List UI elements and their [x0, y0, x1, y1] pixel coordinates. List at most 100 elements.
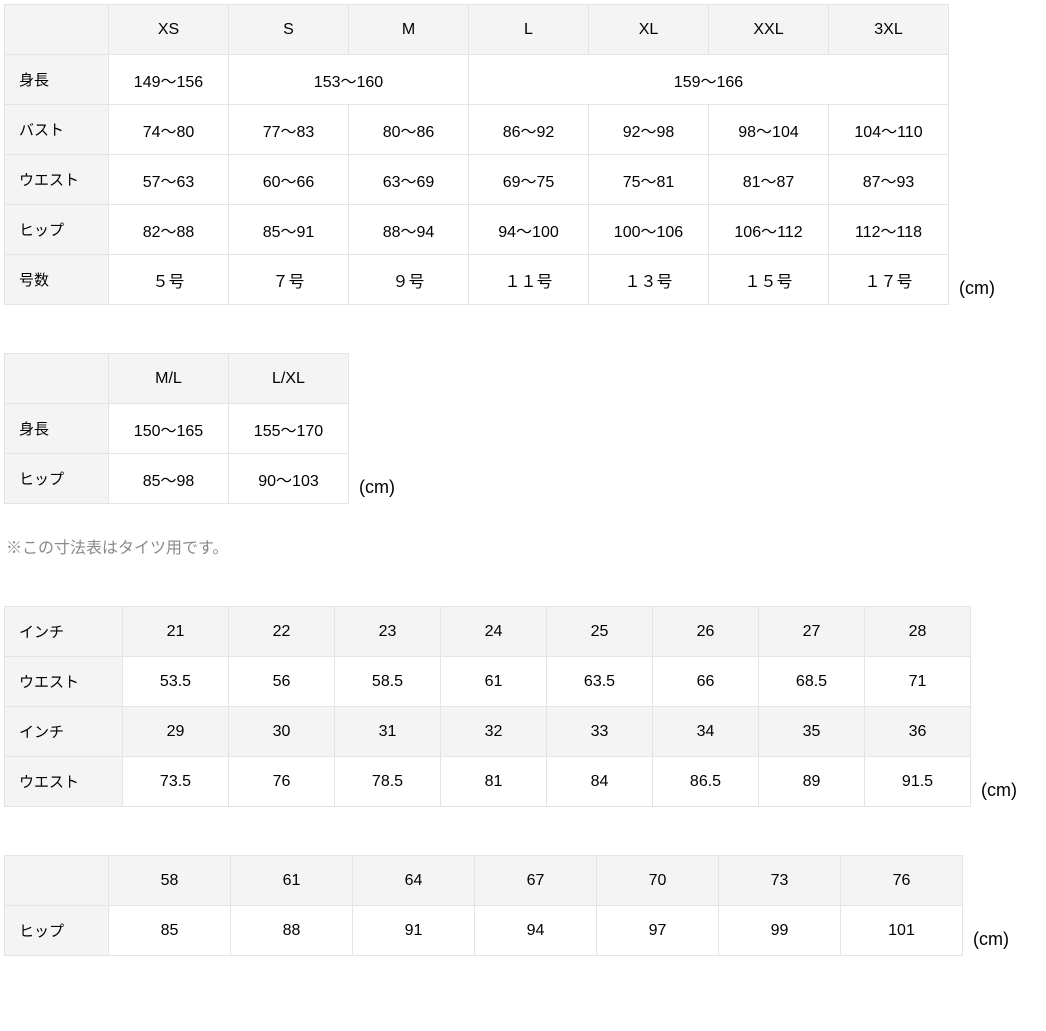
data-cell: 85〜91 — [229, 205, 349, 255]
data-cell: 74〜80 — [109, 105, 229, 155]
corner-cell — [5, 354, 109, 404]
table-row: ヒップ82〜8885〜9188〜9494〜100100〜106106〜11211… — [5, 205, 949, 255]
data-cell: 88〜94 — [349, 205, 469, 255]
data-cell: 90〜103 — [229, 454, 349, 504]
data-cell: 92〜98 — [589, 105, 709, 155]
row-label: ヒップ — [5, 454, 109, 504]
data-cell: 68.5 — [759, 657, 865, 707]
size-header: 67 — [475, 856, 597, 906]
data-cell: 94 — [475, 906, 597, 956]
header-cell: 31 — [335, 707, 441, 757]
data-cell: １５号 — [709, 255, 829, 305]
size-header: 70 — [597, 856, 719, 906]
table-row: 身長149〜156153〜160159〜166 — [5, 55, 949, 105]
data-cell: 88 — [231, 906, 353, 956]
size-header: 58 — [109, 856, 231, 906]
data-cell: 63.5 — [547, 657, 653, 707]
header-cell: 34 — [653, 707, 759, 757]
unit-label: (cm) — [971, 780, 1017, 807]
data-cell: 91.5 — [865, 757, 971, 807]
size-table-3-block: インチ2122232425262728ウエスト53.55658.56163.56… — [4, 606, 1042, 807]
row-label: バスト — [5, 105, 109, 155]
data-cell: 77〜83 — [229, 105, 349, 155]
header-cell: 28 — [865, 607, 971, 657]
header-cell: 36 — [865, 707, 971, 757]
data-cell: 82〜88 — [109, 205, 229, 255]
table-row: インチ2930313233343536 — [5, 707, 971, 757]
size-header: 73 — [719, 856, 841, 906]
unit-label: (cm) — [963, 929, 1009, 956]
size-header: M/L — [109, 354, 229, 404]
header-cell: 26 — [653, 607, 759, 657]
header-cell: 23 — [335, 607, 441, 657]
size-table-2: M/L L/XL 身長150〜165155〜170ヒップ85〜9890〜103 — [4, 353, 349, 504]
row-label: ウエスト — [5, 657, 123, 707]
data-cell: 91 — [353, 906, 475, 956]
data-cell: １１号 — [469, 255, 589, 305]
data-cell: 84 — [547, 757, 653, 807]
table-row: インチ2122232425262728 — [5, 607, 971, 657]
size-header: 64 — [353, 856, 475, 906]
table-row: バスト74〜8077〜8380〜8686〜9292〜9898〜104104〜11… — [5, 105, 949, 155]
header-cell: 24 — [441, 607, 547, 657]
data-cell: 112〜118 — [829, 205, 949, 255]
corner-cell — [5, 5, 109, 55]
table-row: 身長150〜165155〜170 — [5, 404, 349, 454]
data-cell: 100〜106 — [589, 205, 709, 255]
row-label: インチ — [5, 607, 123, 657]
data-cell: 63〜69 — [349, 155, 469, 205]
data-cell: 81 — [441, 757, 547, 807]
size-header: S — [229, 5, 349, 55]
row-label: 号数 — [5, 255, 109, 305]
row-label: ヒップ — [5, 906, 109, 956]
data-cell: 81〜87 — [709, 155, 829, 205]
row-label: ウエスト — [5, 155, 109, 205]
data-cell: １３号 — [589, 255, 709, 305]
size-header: M — [349, 5, 469, 55]
data-cell: 58.5 — [335, 657, 441, 707]
data-cell: 78.5 — [335, 757, 441, 807]
data-cell: 101 — [841, 906, 963, 956]
data-cell: 106〜112 — [709, 205, 829, 255]
size-table-3: インチ2122232425262728ウエスト53.55658.56163.56… — [4, 606, 971, 807]
data-cell: 69〜75 — [469, 155, 589, 205]
data-cell: 85〜98 — [109, 454, 229, 504]
data-cell: １７号 — [829, 255, 949, 305]
header-row: M/L L/XL — [5, 354, 349, 404]
corner-cell — [5, 856, 109, 906]
size-table-4: 58 61 64 67 70 73 76 ヒップ858891949799101 — [4, 855, 963, 956]
data-cell: 53.5 — [123, 657, 229, 707]
data-cell: 155〜170 — [229, 404, 349, 454]
header-cell: 29 — [123, 707, 229, 757]
data-cell: 97 — [597, 906, 719, 956]
data-cell: 75〜81 — [589, 155, 709, 205]
header-cell: 21 — [123, 607, 229, 657]
size-table-1-block: XS S M L XL XXL 3XL 身長149〜156153〜160159〜… — [4, 4, 1042, 305]
size-header: 76 — [841, 856, 963, 906]
table-row: ウエスト57〜6360〜6663〜6969〜7575〜8181〜8787〜93 — [5, 155, 949, 205]
data-cell: 87〜93 — [829, 155, 949, 205]
data-cell: 104〜110 — [829, 105, 949, 155]
data-cell: 57〜63 — [109, 155, 229, 205]
data-cell: 98〜104 — [709, 105, 829, 155]
data-cell: 80〜86 — [349, 105, 469, 155]
data-cell: 99 — [719, 906, 841, 956]
data-cell: 150〜165 — [109, 404, 229, 454]
data-cell: 73.5 — [123, 757, 229, 807]
size-header: L/XL — [229, 354, 349, 404]
data-cell: ９号 — [349, 255, 469, 305]
size-table-1: XS S M L XL XXL 3XL 身長149〜156153〜160159〜… — [4, 4, 949, 305]
size-header: XS — [109, 5, 229, 55]
data-cell: 56 — [229, 657, 335, 707]
data-cell: ７号 — [229, 255, 349, 305]
size-table-4-block: 58 61 64 67 70 73 76 ヒップ858891949799101 … — [4, 855, 1042, 956]
data-cell: 66 — [653, 657, 759, 707]
data-cell: 71 — [865, 657, 971, 707]
data-cell: 149〜156 — [109, 55, 229, 105]
header-row: 58 61 64 67 70 73 76 — [5, 856, 963, 906]
data-cell: 85 — [109, 906, 231, 956]
data-cell: 86.5 — [653, 757, 759, 807]
table-row: ヒップ85〜9890〜103 — [5, 454, 349, 504]
row-label: 身長 — [5, 55, 109, 105]
size-header: 61 — [231, 856, 353, 906]
